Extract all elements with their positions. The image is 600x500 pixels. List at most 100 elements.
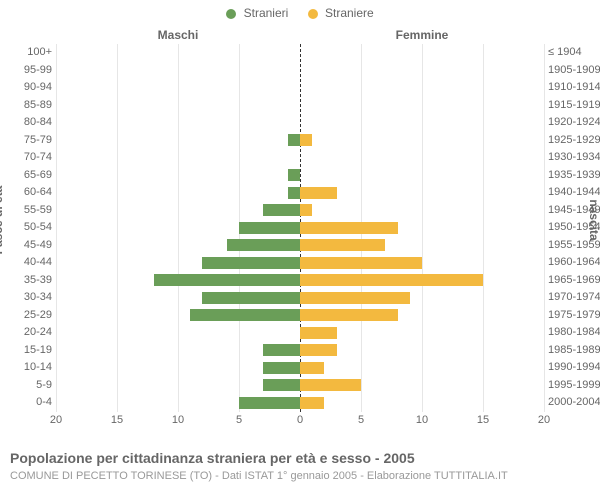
legend-male-label: Stranieri: [244, 6, 289, 20]
x-tick-label: 5: [236, 414, 242, 426]
bar-male: [263, 362, 300, 374]
legend-male-swatch: [226, 9, 236, 19]
bar-male: [202, 292, 300, 304]
pyramid-row: [56, 307, 544, 325]
bar-female: [300, 344, 337, 356]
bar-female: [300, 397, 324, 409]
x-tick-label: 20: [50, 414, 62, 426]
y-right-label: 1945-1949: [548, 202, 600, 220]
x-tick-label: 15: [477, 414, 489, 426]
x-tick-label: 0: [297, 414, 303, 426]
y-right-label: 1985-1989: [548, 342, 600, 360]
bar-male: [288, 169, 300, 181]
bar-female: [300, 379, 361, 391]
y-left-label: 80-84: [8, 114, 52, 132]
pyramid-row: [56, 79, 544, 97]
y-left-label: 20-24: [8, 324, 52, 342]
pyramid-row: [56, 167, 544, 185]
bar-female: [300, 274, 483, 286]
bar-male: [288, 187, 300, 199]
y-right-label: ≤ 1904: [548, 44, 600, 62]
bar-male: [190, 309, 300, 321]
y-left-label: 0-4: [8, 394, 52, 412]
pyramid-row: [56, 44, 544, 62]
y-left-label: 85-89: [8, 97, 52, 115]
bar-female: [300, 187, 337, 199]
pyramid-row: [56, 342, 544, 360]
y-right-label: 1995-1999: [548, 377, 600, 395]
pyramid-row: [56, 324, 544, 342]
y-left-label: 90-94: [8, 79, 52, 97]
chart-container: Stranieri Straniere Fasce di età Anni di…: [0, 0, 600, 500]
side-title-male: Maschi: [56, 28, 300, 42]
bar-female: [300, 222, 398, 234]
y-right-label: 1930-1934: [548, 149, 600, 167]
bar-male: [263, 379, 300, 391]
bar-female: [300, 134, 312, 146]
bar-female: [300, 362, 324, 374]
pyramid-row: [56, 184, 544, 202]
y-right-label: 1965-1969: [548, 272, 600, 290]
pyramid-row: [56, 97, 544, 115]
bar-male: [263, 204, 300, 216]
y-right-label: 1980-1984: [548, 324, 600, 342]
y-right-label: 1925-1929: [548, 132, 600, 150]
pyramid-row: [56, 289, 544, 307]
chart-subtitle: COMUNE DI PECETTO TORINESE (TO) - Dati I…: [10, 470, 590, 482]
bar-male: [154, 274, 300, 286]
bar-male: [288, 134, 300, 146]
bar-male: [239, 397, 300, 409]
x-tick-label: 10: [172, 414, 184, 426]
plot-area: Maschi Femmine 201510505101520: [56, 28, 544, 428]
y-right-label: 1955-1959: [548, 237, 600, 255]
pyramid-row: [56, 149, 544, 167]
y-left-label: 5-9: [8, 377, 52, 395]
grid-line: [544, 44, 545, 412]
legend-female-swatch: [308, 9, 318, 19]
y-left-label: 25-29: [8, 307, 52, 325]
y-right-label: 1905-1909: [548, 62, 600, 80]
y-left-label: 55-59: [8, 202, 52, 220]
pyramid-row: [56, 219, 544, 237]
chart-title: Popolazione per cittadinanza straniera p…: [10, 450, 590, 466]
y-left-label: 45-49: [8, 237, 52, 255]
pyramid-row: [56, 202, 544, 220]
legend-female-label: Straniere: [325, 6, 374, 20]
pyramid-row: [56, 62, 544, 80]
y-left-label: 10-14: [8, 359, 52, 377]
y-right-label: 1950-1954: [548, 219, 600, 237]
x-tick-label: 15: [111, 414, 123, 426]
bar-female: [300, 239, 385, 251]
side-title-female: Femmine: [300, 28, 544, 42]
y-left-label: 65-69: [8, 167, 52, 185]
legend-female: Straniere: [308, 6, 374, 20]
pyramid-row: [56, 254, 544, 272]
pyramid-row: [56, 377, 544, 395]
y-right-label: 1915-1919: [548, 97, 600, 115]
y-axis-title-left: Fasce di età: [0, 186, 5, 255]
pyramid-row: [56, 114, 544, 132]
bar-female: [300, 309, 398, 321]
y-left-label: 60-64: [8, 184, 52, 202]
y-left-label: 95-99: [8, 62, 52, 80]
x-tick-label: 5: [358, 414, 364, 426]
y-right-label: 1920-1924: [548, 114, 600, 132]
bar-female: [300, 292, 410, 304]
y-left-label: 35-39: [8, 272, 52, 290]
y-left-label: 15-19: [8, 342, 52, 360]
bar-male: [239, 222, 300, 234]
pyramid-row: [56, 394, 544, 412]
bar-female: [300, 257, 422, 269]
x-tick-label: 20: [538, 414, 550, 426]
y-left-label: 40-44: [8, 254, 52, 272]
y-right-label: 1970-1974: [548, 289, 600, 307]
y-left-label: 100+: [8, 44, 52, 62]
bar-female: [300, 327, 337, 339]
y-right-label: 2000-2004: [548, 394, 600, 412]
bar-male: [263, 344, 300, 356]
bar-male: [227, 239, 300, 251]
y-right-label: 1960-1964: [548, 254, 600, 272]
bar-female: [300, 204, 312, 216]
pyramid-row: [56, 132, 544, 150]
y-right-label: 1940-1944: [548, 184, 600, 202]
